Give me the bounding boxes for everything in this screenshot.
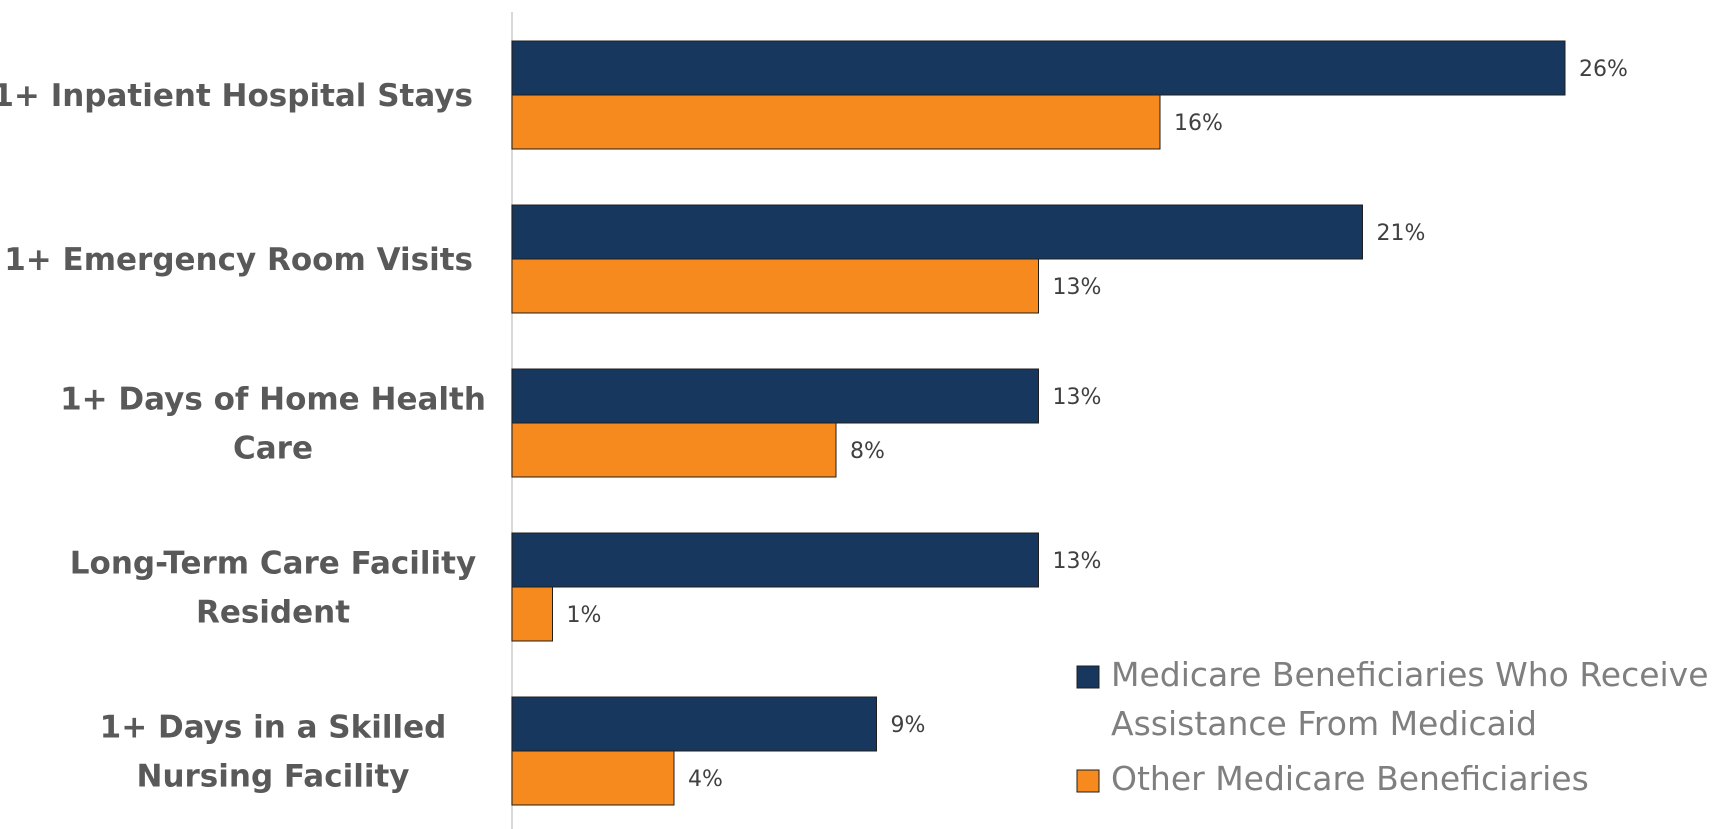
bar-medicaid bbox=[511, 368, 1039, 424]
bar-medicaid bbox=[511, 204, 1363, 260]
data-label: 1% bbox=[567, 603, 602, 628]
category-label: Long-Term Care Facility Resident bbox=[70, 546, 476, 631]
bar-medicaid bbox=[511, 40, 1566, 96]
bar-medicaid bbox=[511, 696, 877, 752]
data-label: 21% bbox=[1377, 221, 1426, 246]
legend-label: Other Medicare Beneficiaries bbox=[1111, 759, 1589, 798]
category-label: 1+ Inpatient Hospital Stays bbox=[0, 78, 473, 114]
data-label: 8% bbox=[850, 439, 885, 464]
data-label: 26% bbox=[1579, 57, 1628, 82]
category-label: 1+ Emergency Room Visits bbox=[4, 242, 473, 278]
legend-swatch-other bbox=[1076, 769, 1100, 793]
bar-other bbox=[511, 422, 837, 478]
bar-medicaid bbox=[511, 532, 1039, 588]
category-label-line: Care bbox=[233, 431, 313, 467]
category-labels: 1+ Inpatient Hospital Stays 1+ Emergency … bbox=[0, 78, 486, 795]
data-label: 13% bbox=[1053, 275, 1102, 300]
bar-other bbox=[511, 750, 675, 806]
category-label-line: 1+ Inpatient Hospital Stays bbox=[0, 78, 473, 114]
category-label-line: 1+ Emergency Room Visits bbox=[4, 242, 473, 278]
legend-label-line: Medicare Beneficiaries Who Receive bbox=[1111, 655, 1709, 694]
data-label: 9% bbox=[891, 713, 926, 738]
category-label-line: Nursing Facility bbox=[137, 759, 410, 795]
legend-label: Medicare Beneficiaries Who Receive Assist… bbox=[1111, 655, 1709, 743]
data-label: 13% bbox=[1053, 549, 1102, 574]
category-label-line: 1+ Days of Home Health bbox=[60, 382, 486, 418]
legend-label-line: Other Medicare Beneficiaries bbox=[1111, 759, 1589, 798]
category-label: 1+ Days in a Skilled Nursing Facility bbox=[100, 710, 447, 795]
bar-other bbox=[511, 258, 1039, 314]
legend: Medicare Beneficiaries Who Receive Assist… bbox=[1076, 655, 1709, 798]
bar-other bbox=[511, 94, 1161, 150]
category-label-line: 1+ Days in a Skilled bbox=[100, 710, 447, 746]
bar-other bbox=[511, 586, 553, 642]
data-label: 13% bbox=[1053, 385, 1102, 410]
category-label-line: Resident bbox=[196, 595, 350, 631]
legend-label-line: Assistance From Medicaid bbox=[1111, 704, 1537, 743]
legend-swatch-medicaid bbox=[1076, 665, 1100, 689]
category-label-line: Long-Term Care Facility bbox=[70, 546, 476, 582]
value-labels: 26% 16% 21% 13% 13% 8% 13% 1% 9% 4% bbox=[567, 57, 1628, 792]
data-label: 4% bbox=[688, 767, 723, 792]
category-label: 1+ Days of Home Health Care bbox=[60, 382, 486, 467]
bars bbox=[511, 40, 1566, 806]
data-label: 16% bbox=[1174, 111, 1223, 136]
